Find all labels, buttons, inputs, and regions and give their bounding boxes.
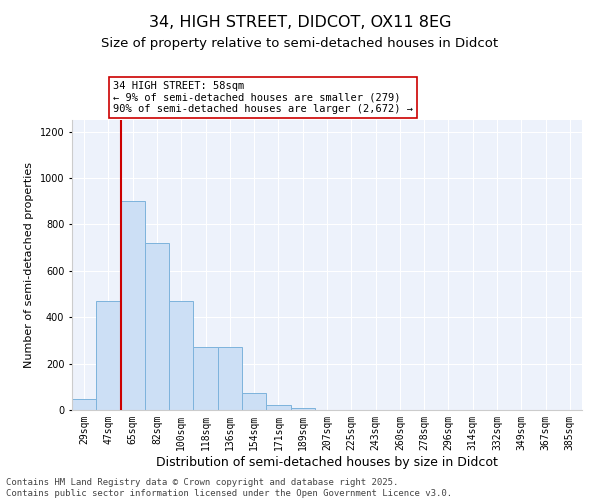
Bar (193, 348, 218, 410)
Bar (145, 243, 169, 410)
Text: Size of property relative to semi-detached houses in Didcot: Size of property relative to semi-detach… (101, 38, 499, 51)
Text: 34, HIGH STREET, DIDCOT, OX11 8EG: 34, HIGH STREET, DIDCOT, OX11 8EG (149, 15, 451, 30)
X-axis label: Distribution of semi-detached houses by size in Didcot: Distribution of semi-detached houses by … (156, 456, 498, 468)
Text: Contains HM Land Registry data © Crown copyright and database right 2025.
Contai: Contains HM Land Registry data © Crown c… (6, 478, 452, 498)
Bar (242, 392, 266, 410)
Text: 34 HIGH STREET: 58sqm
← 9% of semi-detached houses are smaller (279)
90% of semi: 34 HIGH STREET: 58sqm ← 9% of semi-detac… (113, 81, 413, 114)
Bar (72, 399, 96, 410)
Bar (96, 301, 121, 410)
Bar (121, 201, 145, 410)
Bar (218, 348, 242, 410)
Bar (266, 406, 290, 410)
Bar (290, 408, 315, 410)
Bar (169, 301, 193, 410)
Y-axis label: Number of semi-detached properties: Number of semi-detached properties (24, 162, 34, 368)
